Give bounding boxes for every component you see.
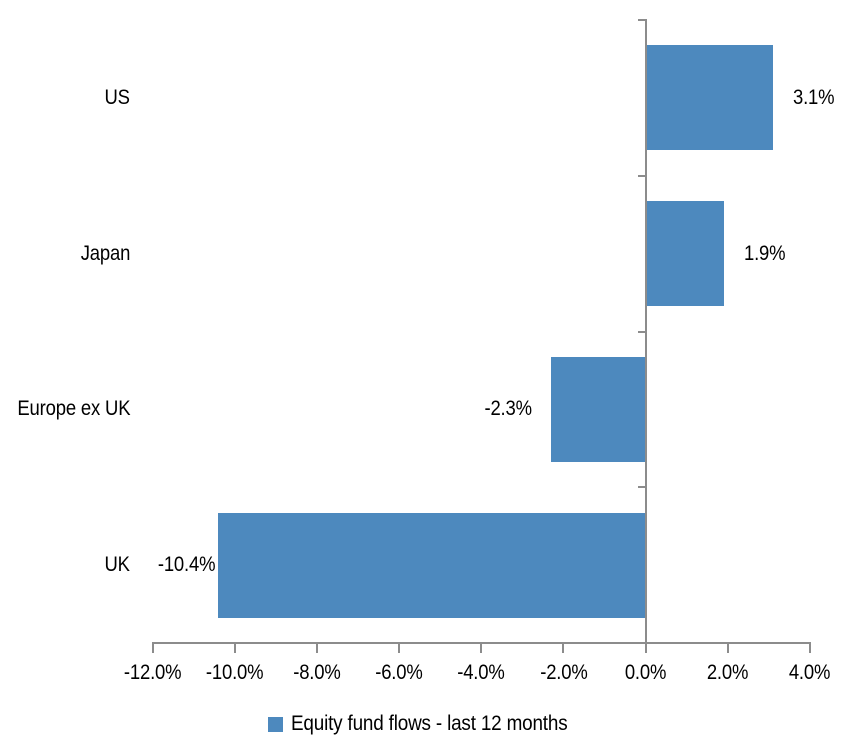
bar bbox=[551, 356, 646, 462]
value-label: -2.3% bbox=[478, 394, 533, 424]
value-label: 3.1% bbox=[793, 83, 840, 113]
bar bbox=[218, 512, 646, 618]
value-label-text: 1.9% bbox=[743, 241, 786, 265]
category-label: UK bbox=[0, 550, 131, 580]
x-tick-label: -6.0% bbox=[339, 658, 459, 688]
y-tick bbox=[637, 486, 647, 489]
category-label: Europe ex UK bbox=[0, 394, 130, 424]
value-label: 1.9% bbox=[744, 239, 791, 269]
x-tick-label: -12.0% bbox=[93, 658, 213, 688]
x-tick bbox=[480, 642, 483, 653]
y-tick bbox=[637, 174, 647, 177]
x-tick bbox=[315, 642, 318, 653]
category-label: US bbox=[0, 83, 131, 113]
bar bbox=[645, 201, 724, 307]
category-label-text: US bbox=[104, 85, 131, 109]
value-label-text: -10.4% bbox=[157, 553, 216, 577]
x-tick-label-text: 2.0% bbox=[707, 661, 749, 684]
x-tick-label-text: 0.0% bbox=[624, 661, 667, 684]
y-tick bbox=[637, 330, 647, 333]
x-tick-label-text: 4.0% bbox=[789, 661, 831, 684]
legend-label: Equity fund flows - last 12 months bbox=[290, 712, 568, 735]
x-tick bbox=[726, 642, 729, 653]
x-tick-label-text: -10.0% bbox=[205, 661, 264, 684]
x-tick-label-text: -8.0% bbox=[293, 661, 341, 684]
x-tick-label-text: -4.0% bbox=[457, 661, 506, 684]
x-tick-label: 0.0% bbox=[586, 658, 706, 688]
x-tick-label: 2.0% bbox=[668, 658, 788, 688]
x-tick bbox=[644, 642, 647, 653]
x-tick bbox=[398, 642, 401, 653]
category-label-text: UK bbox=[104, 553, 131, 577]
x-tick bbox=[151, 642, 154, 653]
y-tick bbox=[637, 642, 647, 644]
legend-swatch bbox=[267, 716, 283, 732]
value-label: -10.4% bbox=[150, 550, 216, 580]
category-label: Japan bbox=[0, 239, 131, 269]
x-tick-label-text: -2.0% bbox=[539, 661, 588, 684]
y-tick bbox=[637, 19, 647, 21]
value-label-text: 3.1% bbox=[793, 85, 835, 109]
x-tick-label: -8.0% bbox=[257, 658, 377, 688]
x-tick bbox=[562, 642, 565, 653]
x-tick bbox=[809, 642, 811, 653]
x-tick-label-text: -12.0% bbox=[123, 661, 182, 684]
x-tick-label: -4.0% bbox=[421, 658, 541, 688]
x-tick-label: 4.0% bbox=[750, 658, 852, 688]
x-tick-label: -10.0% bbox=[175, 658, 295, 688]
bar bbox=[645, 45, 774, 151]
category-label-text: Europe ex UK bbox=[17, 397, 130, 421]
category-label-text: Japan bbox=[80, 241, 131, 265]
legend: Equity fund flows - last 12 months bbox=[0, 707, 852, 741]
x-tick-label-text: -6.0% bbox=[375, 661, 423, 684]
value-label-text: -2.3% bbox=[484, 397, 533, 421]
x-tick-label: -2.0% bbox=[503, 658, 623, 688]
x-tick bbox=[233, 642, 236, 653]
